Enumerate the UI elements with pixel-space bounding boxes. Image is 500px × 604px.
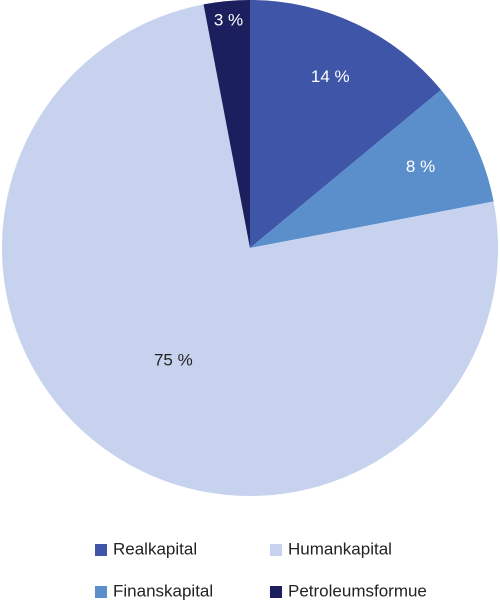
pie-slice xyxy=(250,0,442,248)
slice-label: 8 % xyxy=(406,157,435,176)
legend-swatch xyxy=(270,544,282,556)
legend-swatch xyxy=(270,586,282,598)
legend-swatch xyxy=(95,586,107,598)
legend-swatch xyxy=(95,544,107,556)
slice-label: 3 % xyxy=(214,10,243,29)
pie-slice xyxy=(250,89,494,248)
pie-slice xyxy=(203,0,250,248)
legend-label: Petroleumsformue xyxy=(288,581,427,600)
slice-label: 75 % xyxy=(154,350,193,369)
legend-label: Finanskapital xyxy=(113,581,213,600)
slice-label: 14 % xyxy=(311,67,350,86)
pie-slice xyxy=(1,4,499,497)
legend-label: Realkapital xyxy=(113,539,197,558)
legend-label: Humankapital xyxy=(288,539,392,558)
